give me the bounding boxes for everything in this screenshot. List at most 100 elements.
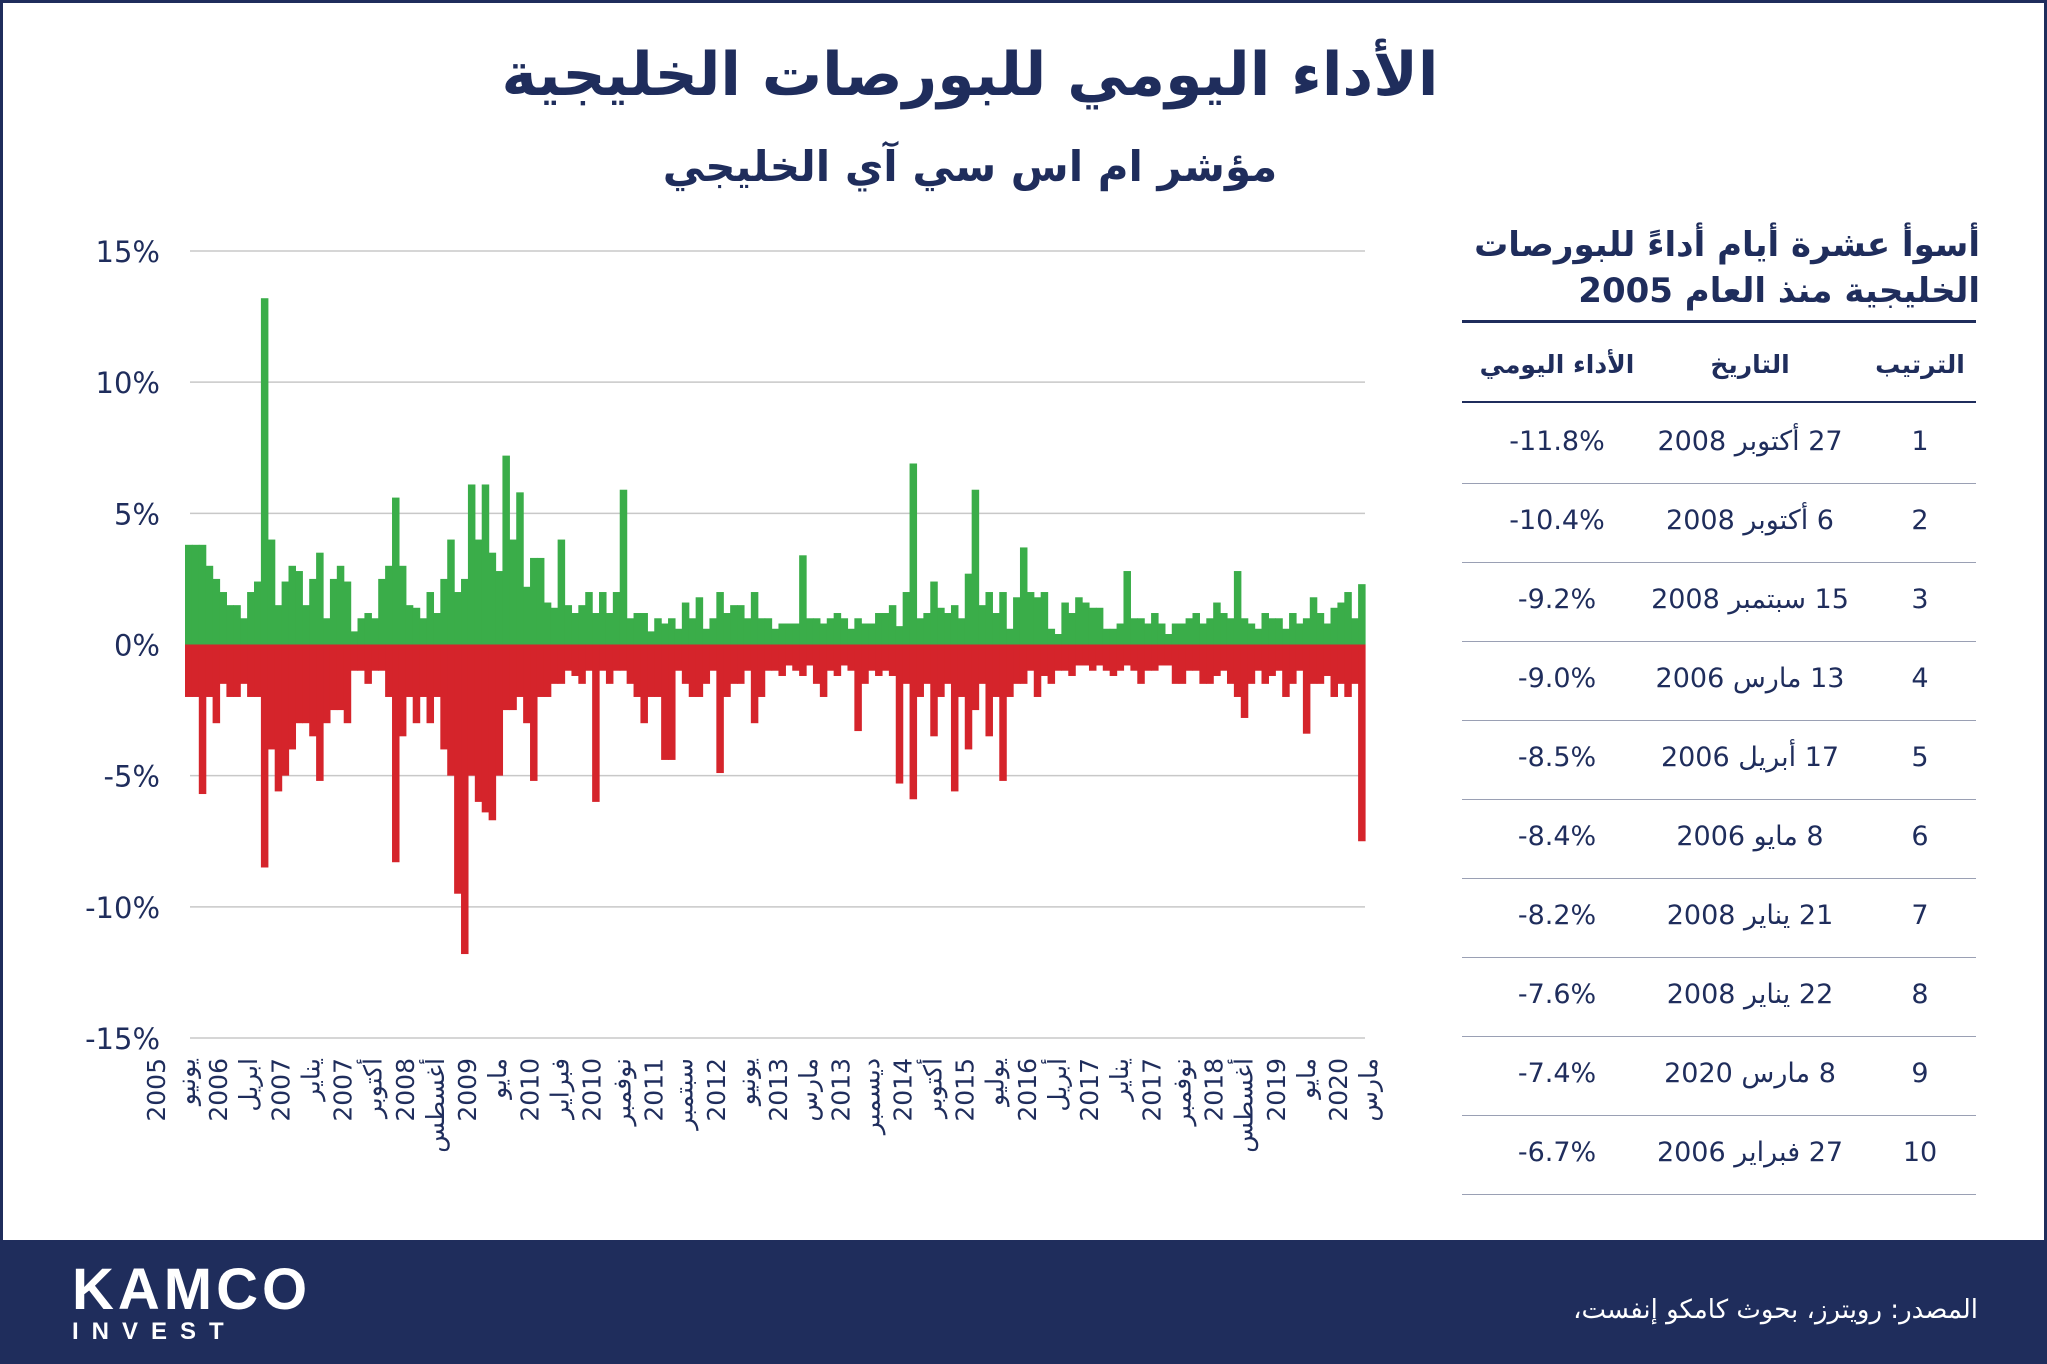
negative-bar bbox=[854, 644, 862, 732]
negative-bar bbox=[799, 644, 807, 676]
positive-bar bbox=[1220, 613, 1228, 645]
positive-bar bbox=[1254, 628, 1263, 645]
negative-bar bbox=[1302, 644, 1311, 734]
x-tick-year: 2006 bbox=[204, 1058, 233, 1122]
table-row: 7 21 يناير 2008 -8.2% bbox=[1462, 878, 1976, 958]
date-cell: 17 أبريل 2006 bbox=[1660, 742, 1840, 773]
negative-bar bbox=[557, 644, 566, 684]
negative-bar bbox=[212, 644, 221, 724]
negative-bar bbox=[536, 644, 545, 697]
negative-bar bbox=[723, 644, 731, 697]
positive-bar bbox=[343, 581, 352, 645]
positive-bar bbox=[564, 605, 573, 645]
negative-bar bbox=[612, 644, 621, 671]
positive-bar bbox=[1116, 623, 1125, 645]
negative-bar bbox=[1151, 644, 1159, 671]
positive-bar bbox=[895, 626, 904, 645]
negative-bar bbox=[619, 644, 628, 671]
positive-bar bbox=[730, 605, 738, 645]
positive-bar bbox=[212, 578, 221, 645]
performance-cell: -9.2% bbox=[1517, 584, 1597, 615]
negative-bar bbox=[743, 644, 752, 671]
positive-bar bbox=[688, 618, 697, 645]
negative-bar bbox=[336, 644, 345, 711]
negative-bar bbox=[1220, 644, 1228, 671]
performance-cell: -9.0% bbox=[1517, 663, 1597, 694]
x-tick-year: 2020 bbox=[1324, 1058, 1353, 1122]
positive-bar bbox=[433, 613, 441, 645]
negative-bar bbox=[1247, 644, 1256, 684]
negative-bar bbox=[1192, 644, 1200, 671]
negative-bar bbox=[281, 644, 290, 776]
negative-bar bbox=[1337, 644, 1345, 684]
source-note: المصدر: رويترز، بحوث كامكو إنفست، bbox=[1573, 1295, 1978, 1325]
positive-bar bbox=[909, 463, 918, 645]
negative-bar bbox=[640, 644, 648, 724]
y-tick-label: -15% bbox=[85, 1022, 160, 1056]
performance-cell: -10.4% bbox=[1509, 505, 1605, 536]
positive-bar bbox=[1130, 618, 1138, 645]
date-cell: 21 يناير 2008 bbox=[1666, 900, 1834, 931]
negative-bar bbox=[474, 644, 483, 802]
x-tick-month: يونيو bbox=[732, 1058, 761, 1107]
rank-cell: 1 bbox=[1911, 426, 1929, 457]
x-tick-year: 2007 bbox=[266, 1058, 295, 1122]
negative-bar bbox=[647, 644, 655, 697]
y-tick-label: 5% bbox=[114, 497, 160, 531]
positive-bar bbox=[1178, 623, 1187, 645]
positive-bar bbox=[1171, 623, 1180, 645]
positive-bar bbox=[481, 484, 490, 645]
positive-bar bbox=[185, 544, 193, 645]
positive-bar bbox=[1151, 613, 1159, 645]
positive-bar bbox=[1295, 623, 1304, 645]
date-cell: 27 فبراير 2006 bbox=[1656, 1137, 1844, 1168]
positive-bar bbox=[1199, 623, 1207, 645]
table-row: 1 27 أكتوبر 2008 -11.8% bbox=[1462, 404, 1976, 484]
negative-bar bbox=[792, 644, 800, 671]
negative-bar bbox=[1130, 644, 1138, 671]
positive-bar bbox=[454, 592, 462, 645]
positive-bar bbox=[550, 607, 559, 645]
performance-cell: -6.7% bbox=[1517, 1137, 1597, 1168]
positive-bar bbox=[350, 631, 359, 645]
page-subtitle: مؤشر ام اس سي آي الخليجي bbox=[662, 142, 1278, 191]
positive-bar bbox=[260, 298, 269, 645]
positive-bar bbox=[1019, 547, 1028, 645]
negative-bar bbox=[295, 644, 303, 724]
positive-bar bbox=[502, 455, 510, 645]
negative-bar bbox=[440, 644, 448, 750]
positive-bar bbox=[288, 565, 297, 645]
positive-bar bbox=[861, 623, 869, 645]
y-tick-label: -5% bbox=[104, 760, 160, 794]
positive-bar bbox=[585, 592, 593, 645]
negative-bar bbox=[1040, 644, 1049, 676]
negative-bar bbox=[1233, 644, 1242, 697]
positive-bar bbox=[992, 613, 1000, 645]
positive-bar bbox=[274, 605, 283, 645]
negative-bar bbox=[944, 644, 952, 684]
negative-bar bbox=[364, 644, 372, 684]
negative-bar bbox=[1295, 644, 1304, 671]
positive-bar bbox=[295, 571, 303, 645]
positive-bar bbox=[1233, 571, 1242, 645]
positive-bar bbox=[930, 581, 938, 645]
negative-bar bbox=[709, 644, 717, 671]
negative-bar bbox=[923, 644, 931, 684]
negative-bar bbox=[1178, 644, 1187, 684]
negative-bar bbox=[1019, 644, 1028, 684]
positive-bar bbox=[750, 592, 759, 645]
positive-bar bbox=[626, 618, 635, 645]
negative-bar bbox=[764, 644, 773, 671]
negative-bar bbox=[1330, 644, 1338, 697]
performance-cell: -8.4% bbox=[1517, 821, 1597, 852]
table-row: 4 13 مارس 2006 -9.0% bbox=[1462, 641, 1976, 721]
positive-bar bbox=[267, 539, 276, 645]
negative-bar bbox=[226, 644, 234, 697]
negative-bar bbox=[461, 644, 469, 955]
positive-bar bbox=[557, 539, 566, 645]
